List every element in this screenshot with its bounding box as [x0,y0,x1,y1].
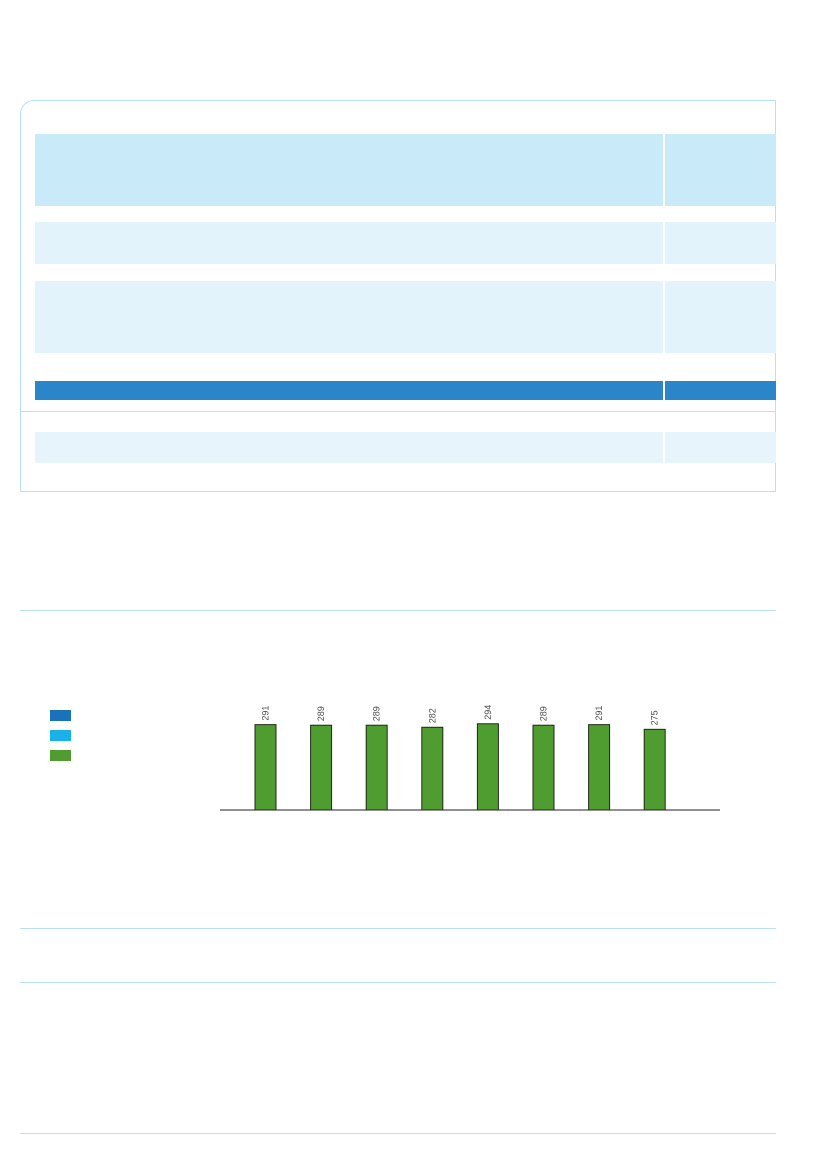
bar-chart: 291 289 289 282 294 289 291 275 [220,705,720,811]
bar [421,726,444,811]
table-row [35,222,776,264]
section-divider [20,610,776,611]
table-row [35,281,776,353]
bar-value-label: 275 [650,710,660,725]
bar-value-label: 282 [427,708,437,723]
legend-swatch-light-blue [50,730,71,741]
bar [643,728,666,811]
bar [476,723,499,811]
bar-value-label: 291 [594,706,604,721]
bar [532,724,555,811]
section-divider [20,928,776,929]
bar-value-label: 294 [483,705,493,720]
table-header-row [35,134,776,206]
bar [588,724,611,811]
bar [365,724,388,811]
section-divider [20,1133,776,1134]
table-divider [20,411,776,412]
bar-value-label: 291 [261,706,271,721]
table-row [35,432,776,463]
bar-value-label: 289 [539,706,549,721]
legend-swatch-dark-blue [50,710,71,721]
bar-value-label: 289 [372,706,382,721]
bar [310,724,333,811]
section-divider [20,982,776,983]
bar [254,724,277,811]
legend-swatch-green [50,750,71,761]
table-total-row [35,381,776,400]
bar-value-label: 289 [316,706,326,721]
